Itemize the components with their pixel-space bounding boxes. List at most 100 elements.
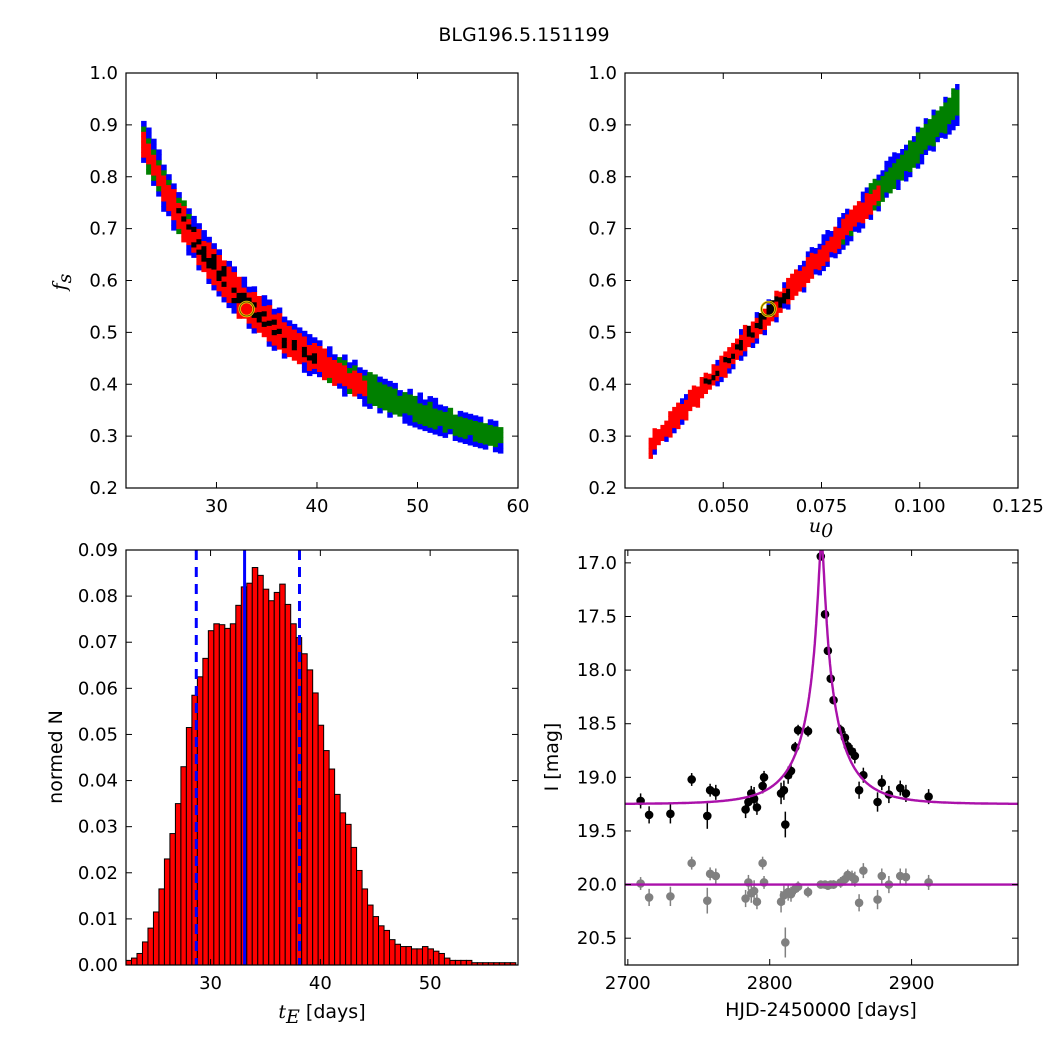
heatmap-cell bbox=[266, 325, 273, 332]
y-tick-label: 20.5 bbox=[577, 928, 617, 949]
heatmap-cell bbox=[896, 153, 901, 159]
histogram-bar bbox=[372, 916, 380, 966]
data-point bbox=[759, 773, 769, 782]
heatmap-cell bbox=[201, 266, 207, 273]
x-axis-label: HJD-2450000 [days] bbox=[725, 999, 917, 1021]
heatmap-cell bbox=[457, 416, 464, 422]
heatmap-cell bbox=[191, 226, 197, 232]
heatmap-cell bbox=[161, 169, 167, 176]
histogram-bars bbox=[125, 567, 517, 966]
heatmap-cell bbox=[146, 163, 152, 170]
heatmap-cell bbox=[337, 357, 343, 363]
heatmap-cell bbox=[782, 292, 787, 299]
heatmap-cell bbox=[908, 166, 913, 173]
histogram-bar bbox=[460, 959, 467, 966]
heatmap-cell bbox=[327, 356, 333, 363]
heatmap-cell bbox=[382, 378, 388, 385]
heatmap-cell bbox=[868, 209, 874, 215]
heatmap-cell bbox=[246, 291, 253, 298]
heatmap-cell bbox=[171, 219, 177, 226]
heatmap-cell bbox=[367, 403, 373, 409]
histogram-bar bbox=[449, 959, 456, 966]
heatmap-cell bbox=[301, 341, 308, 347]
heatmap-cell bbox=[452, 430, 459, 436]
heatmap-cell bbox=[171, 188, 177, 195]
heatmap-cell bbox=[837, 243, 842, 249]
heatmap-cell bbox=[387, 412, 393, 418]
heatmap-cell bbox=[684, 404, 689, 411]
heatmap-cell bbox=[860, 217, 866, 224]
heatmap-cell bbox=[860, 196, 866, 203]
heatmap-cell bbox=[311, 363, 318, 369]
heatmap-cell bbox=[648, 448, 653, 454]
heatmap-cell bbox=[352, 359, 358, 366]
heatmap-cell bbox=[286, 320, 293, 326]
heatmap-cell bbox=[311, 337, 318, 343]
heatmap-cell bbox=[750, 342, 756, 348]
heatmap-cell bbox=[742, 324, 748, 331]
histogram-bar bbox=[383, 929, 391, 966]
heatmap-cell bbox=[687, 400, 693, 406]
x-axis-label: tE [days] bbox=[278, 1001, 365, 1028]
heatmap-cell bbox=[477, 432, 484, 438]
heatmap-cell bbox=[256, 316, 263, 323]
heatmap-cell bbox=[151, 154, 157, 160]
heatmap-cell bbox=[935, 115, 940, 122]
heatmap-cell bbox=[801, 260, 807, 267]
heatmap-cell bbox=[322, 358, 328, 365]
heatmap-cell bbox=[731, 348, 736, 354]
heatmap-cell bbox=[497, 442, 504, 449]
heatmap-cell bbox=[845, 229, 850, 236]
heatmap-cell bbox=[868, 198, 874, 205]
heatmap-cell bbox=[786, 298, 791, 305]
y-tick-label: 17.5 bbox=[577, 606, 617, 627]
heatmap-cell bbox=[231, 266, 237, 273]
heatmap-cell bbox=[412, 406, 418, 412]
heatmap-cell bbox=[186, 229, 192, 235]
heatmap-cell bbox=[927, 119, 932, 125]
y-tick-label: 0.9 bbox=[89, 115, 118, 136]
heatmap-cell bbox=[931, 140, 936, 147]
heatmap-cell bbox=[241, 307, 248, 314]
heatmap-cell bbox=[251, 286, 258, 292]
heatmap-cell bbox=[904, 160, 909, 166]
heatmap-cell bbox=[648, 442, 653, 449]
heatmap-cell bbox=[216, 285, 222, 292]
heatmap-cell bbox=[719, 366, 724, 372]
heatmap-cell bbox=[656, 434, 661, 440]
data-point bbox=[901, 789, 911, 798]
heatmap-cell bbox=[191, 215, 197, 222]
heatmap-cell bbox=[296, 337, 303, 344]
heatmap-cell bbox=[437, 404, 444, 411]
heatmap-cell bbox=[699, 377, 705, 383]
heatmap-cell bbox=[833, 226, 838, 233]
y-axis-label: normed N bbox=[45, 710, 67, 804]
heatmap-cell bbox=[908, 156, 913, 162]
heatmap-cell bbox=[151, 138, 157, 145]
heatmap-cell bbox=[306, 370, 313, 377]
heatmap-cell bbox=[687, 395, 693, 401]
heatmap-cell bbox=[727, 367, 732, 374]
heatmap-cell bbox=[442, 411, 449, 418]
heatmap-cell bbox=[281, 316, 288, 323]
heatmap-cell bbox=[352, 370, 358, 376]
heatmap-cell bbox=[362, 380, 368, 386]
heatmap-cell bbox=[322, 374, 328, 381]
heatmap-cell bbox=[797, 270, 803, 276]
heatmap-cell bbox=[271, 345, 278, 351]
heatmap-cell bbox=[880, 170, 885, 176]
heatmap-cell bbox=[695, 386, 701, 393]
heatmap-cell bbox=[372, 384, 378, 391]
heatmap-cell bbox=[226, 271, 232, 277]
heatmap-cell bbox=[809, 273, 815, 279]
heatmap-cell bbox=[166, 205, 172, 212]
heatmap-cell bbox=[171, 224, 177, 231]
heatmap-cell bbox=[281, 326, 288, 333]
residual-point bbox=[758, 858, 767, 868]
data-point bbox=[873, 797, 882, 807]
heatmap-cell bbox=[680, 408, 685, 415]
heatmap-cell bbox=[191, 231, 197, 238]
heatmap-cell bbox=[141, 126, 147, 132]
heatmap-cell bbox=[845, 213, 850, 220]
